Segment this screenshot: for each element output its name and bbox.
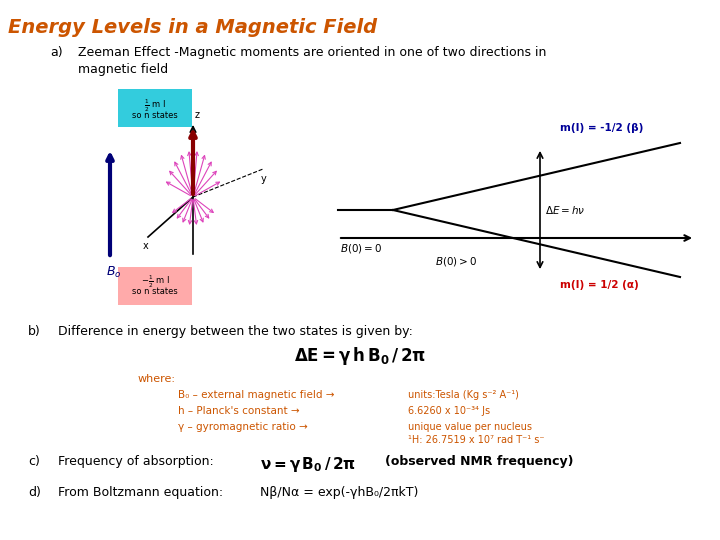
Text: $\mathbf{\nu = \gamma\,B_0\,/\,2\pi}$: $\mathbf{\nu = \gamma\,B_0\,/\,2\pi}$: [260, 455, 356, 474]
Text: h – Planck's constant →: h – Planck's constant →: [178, 406, 300, 416]
FancyBboxPatch shape: [118, 89, 192, 127]
Text: ¹H: 26.7519 x 10⁷ rad T⁻¹ s⁻: ¹H: 26.7519 x 10⁷ rad T⁻¹ s⁻: [408, 435, 544, 445]
Text: z: z: [195, 110, 200, 120]
Text: From Boltzmann equation:: From Boltzmann equation:: [58, 486, 223, 499]
Text: so n states: so n states: [132, 287, 178, 296]
Text: B₀ – external magnetic field →: B₀ – external magnetic field →: [178, 390, 335, 400]
Text: $B_o$: $B_o$: [106, 265, 122, 280]
Text: $-\frac{1}{2}$ m I: $-\frac{1}{2}$ m I: [140, 274, 169, 291]
Text: $\mathbf{\Delta E = \gamma\,h\,B_0\,/\,2\pi}$: $\mathbf{\Delta E = \gamma\,h\,B_0\,/\,2…: [294, 345, 426, 367]
Text: 6.6260 x 10⁻³⁴ Js: 6.6260 x 10⁻³⁴ Js: [408, 406, 490, 416]
Text: d): d): [28, 486, 41, 499]
Text: $\Delta E = h\nu$: $\Delta E = h\nu$: [545, 204, 585, 216]
Text: x: x: [143, 241, 149, 251]
Text: $B(0) > 0$: $B(0) > 0$: [435, 255, 477, 268]
Text: (observed NMR frequency): (observed NMR frequency): [385, 455, 574, 468]
Text: γ – gyromagnetic ratio →: γ – gyromagnetic ratio →: [178, 422, 307, 432]
Text: Nβ/Nα = exp(-γhB₀/2πkT): Nβ/Nα = exp(-γhB₀/2πkT): [260, 486, 418, 499]
Text: $\frac{1}{2}$ m I: $\frac{1}{2}$ m I: [144, 98, 166, 114]
Text: Energy Levels in a Magnetic Field: Energy Levels in a Magnetic Field: [8, 18, 377, 37]
Text: units:Tesla (Kg s⁻² A⁻¹): units:Tesla (Kg s⁻² A⁻¹): [408, 390, 519, 400]
Text: $B(0) = 0$: $B(0) = 0$: [340, 242, 382, 255]
Text: y: y: [261, 174, 266, 184]
Text: Zeeman Effect -Magnetic moments are oriented in one of two directions in
magneti: Zeeman Effect -Magnetic moments are orie…: [78, 46, 546, 76]
Text: m(I) = 1/2 (α): m(I) = 1/2 (α): [560, 280, 639, 290]
FancyBboxPatch shape: [118, 267, 192, 305]
Text: Frequency of absorption:: Frequency of absorption:: [58, 455, 214, 468]
Text: Difference in energy between the two states is given by:: Difference in energy between the two sta…: [58, 325, 413, 338]
Text: where:: where:: [138, 374, 176, 384]
Text: b): b): [28, 325, 41, 338]
Text: a): a): [50, 46, 63, 59]
Text: c): c): [28, 455, 40, 468]
Text: so n states: so n states: [132, 111, 178, 120]
Text: unique value per nucleus: unique value per nucleus: [408, 422, 532, 432]
Text: m(I) = -1/2 (β): m(I) = -1/2 (β): [560, 123, 644, 133]
